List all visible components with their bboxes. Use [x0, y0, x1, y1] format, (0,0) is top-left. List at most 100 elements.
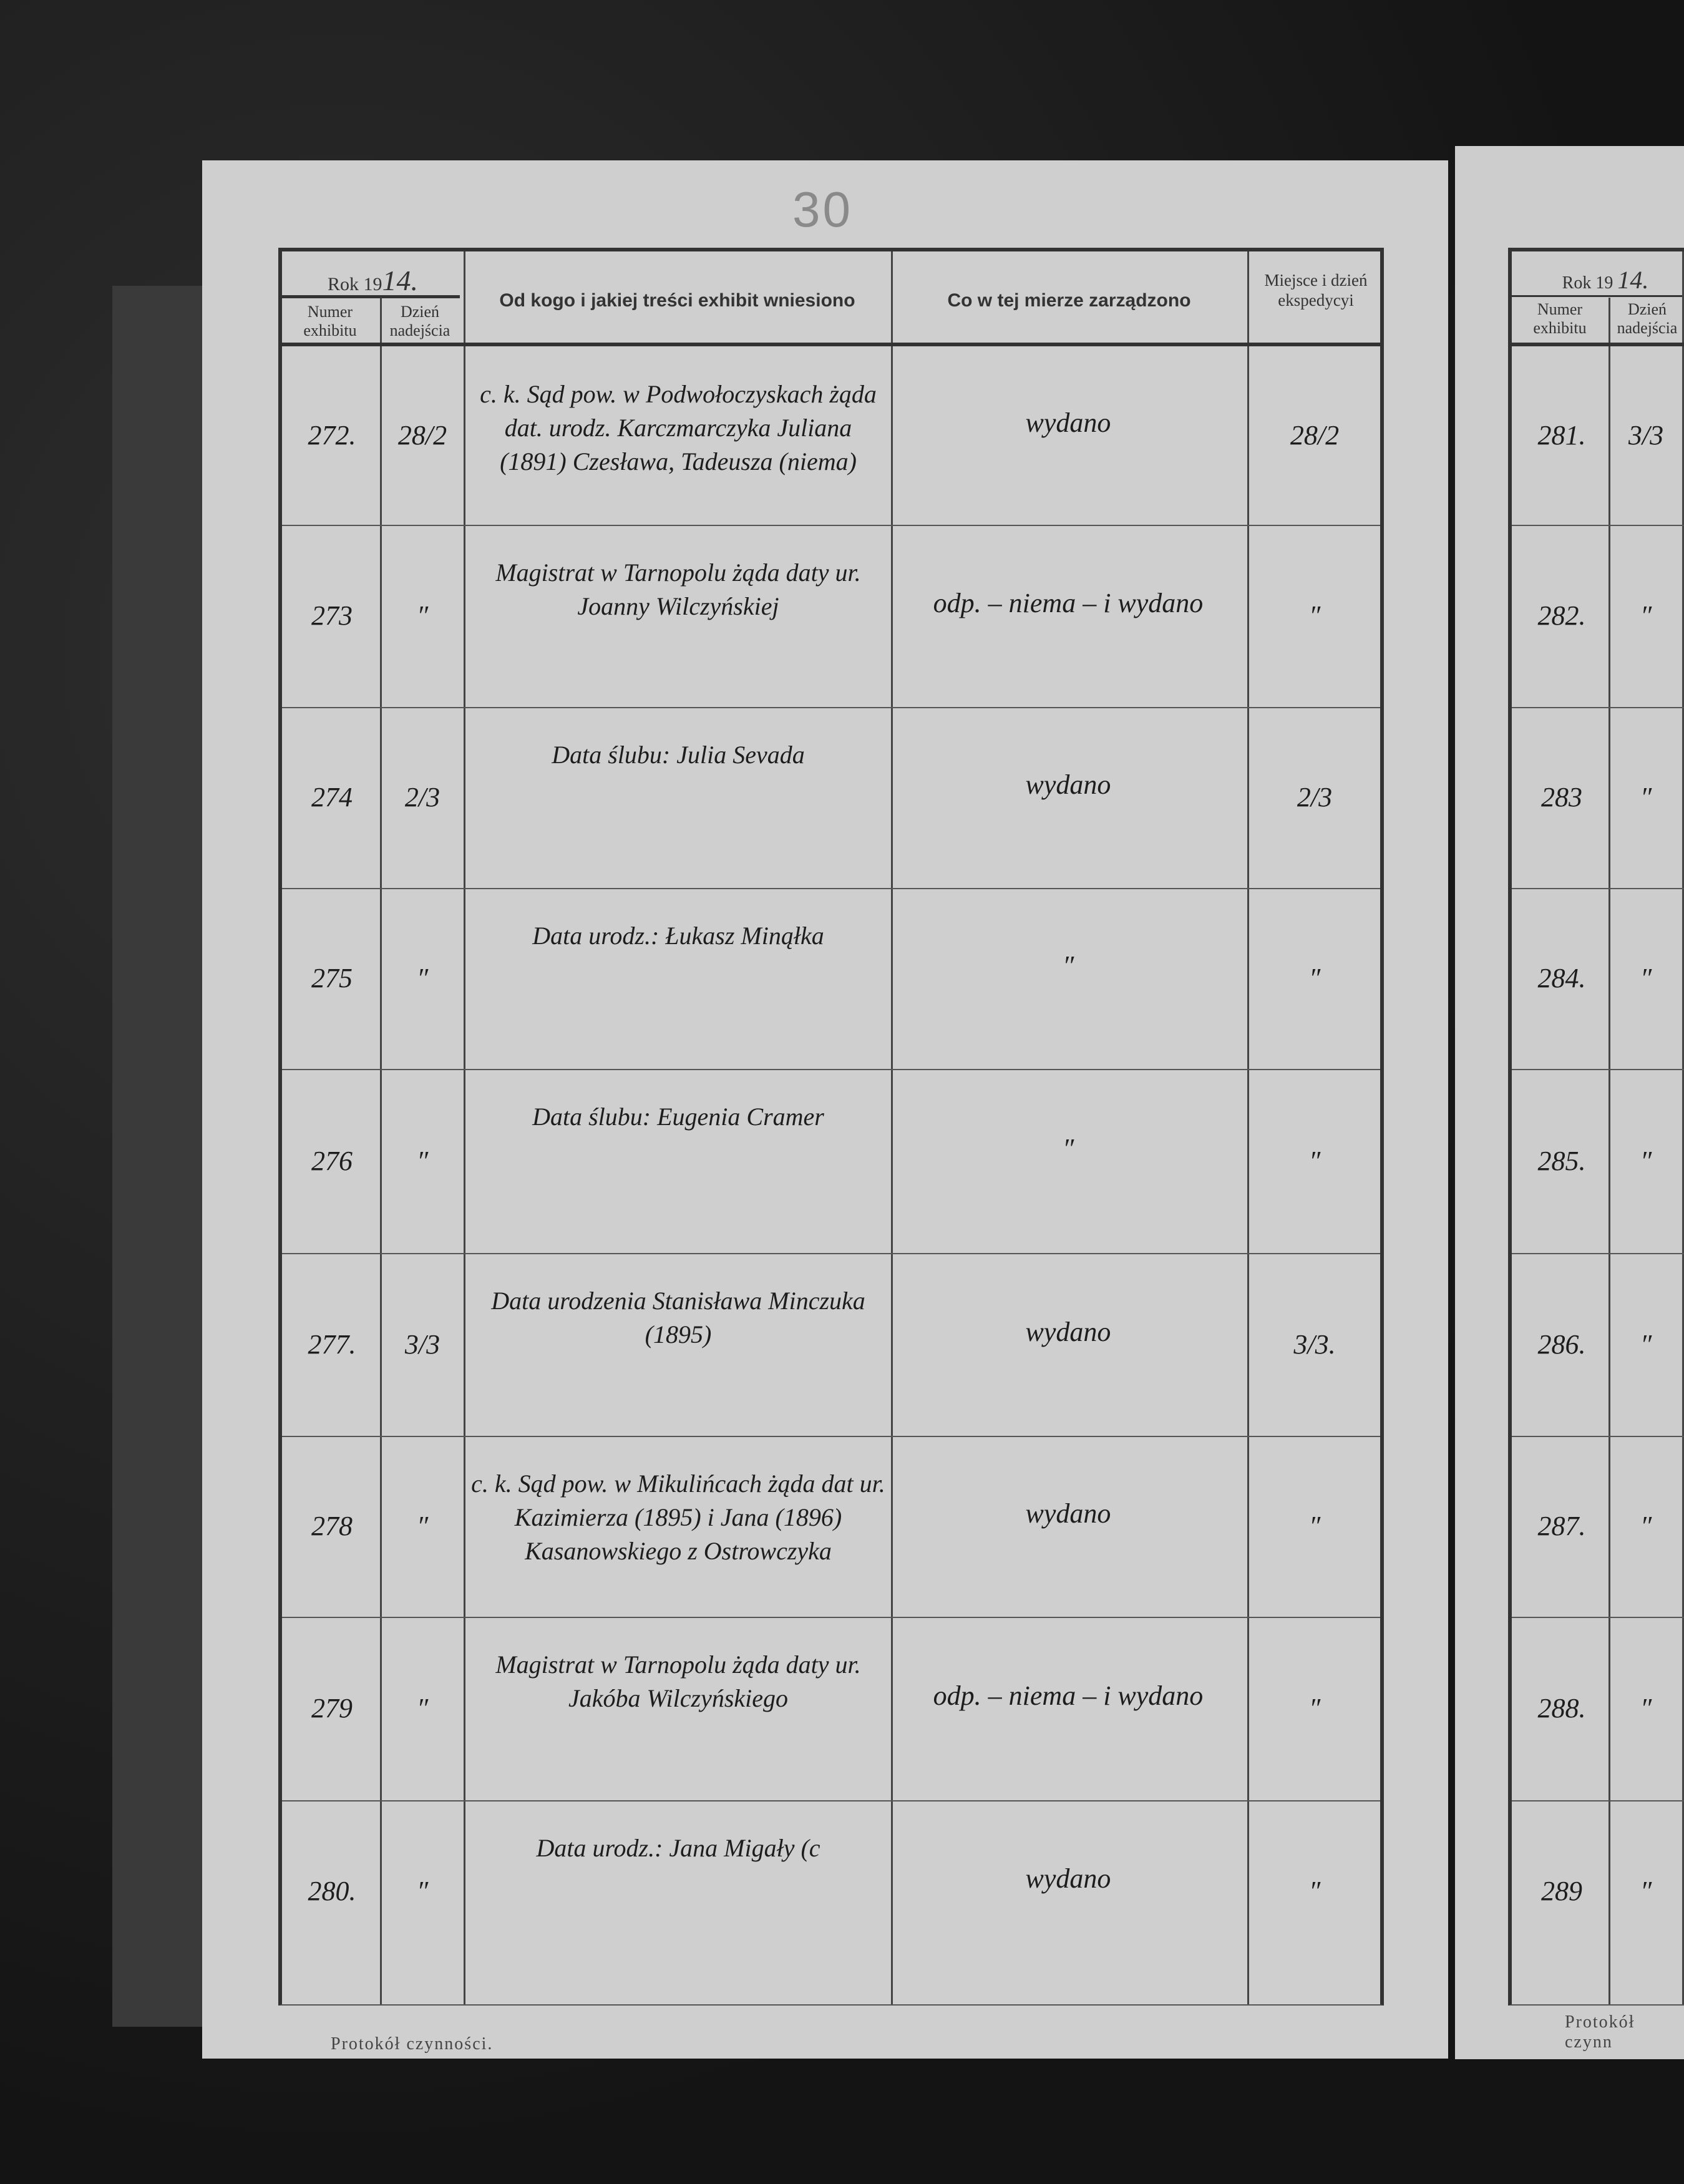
row-rule [1512, 707, 1684, 708]
row-rule [1512, 525, 1684, 526]
arrival-date: ″ [1640, 1145, 1652, 1176]
arrival-date: ″ [1640, 963, 1652, 993]
right-page [1455, 146, 1684, 2059]
action-taken: wydano [1025, 1863, 1111, 1894]
action-taken: ″ [1062, 950, 1074, 981]
arrival-date: ″ [416, 1693, 429, 1723]
row-rule [282, 1253, 1380, 1254]
arrival-date: 2/3 [404, 782, 440, 812]
exhibit-number: 283 [1541, 782, 1582, 812]
arrival-date: ″ [1640, 600, 1652, 631]
exhibit-number: 287. [1537, 1511, 1586, 1541]
arrival-date: ″ [416, 963, 429, 993]
action-taken: odp. – niema – i wydano [933, 588, 1204, 618]
dispatch-date: ″ [1308, 1693, 1321, 1723]
header-rule [282, 343, 1380, 346]
row-rule [1512, 1436, 1684, 1437]
divider [1247, 251, 1249, 2004]
arrival-date: ″ [1640, 1328, 1652, 1360]
entry-content: Magistrat w Tarnopolu żąda daty ur. Joan… [495, 558, 861, 620]
arrival-date: ″ [1640, 1511, 1652, 1541]
dispatch-date: 3/3. [1293, 1328, 1336, 1360]
header-miejsce: Miejsce i dzień ekspedycyi [1264, 271, 1368, 310]
arrival-date: ″ [1640, 1693, 1652, 1723]
entry-content: Data urodz.: Łukasz Minąłka [532, 922, 824, 950]
year-cell: Rok 1914. [282, 264, 464, 297]
entry-content: c. k. Sąd pow. w Mikulińcach żąda dat ur… [471, 1470, 885, 1565]
divider [1682, 251, 1684, 2004]
action-taken: wydano [1025, 1498, 1111, 1529]
dispatch-date: ″ [1308, 963, 1321, 993]
folio-number: 30 [792, 182, 853, 237]
arrival-date: ″ [1640, 1875, 1652, 1906]
row-rule [1512, 1253, 1684, 1254]
dispatch-date: ″ [1308, 1511, 1321, 1541]
left-page [202, 160, 1448, 2059]
header-od-kogo: Od kogo i jakiej treści exhibit wniesion… [499, 290, 855, 311]
exhibit-number: 276 [311, 1145, 353, 1176]
year-label: Rok 19 [327, 274, 382, 295]
row-rule [1512, 888, 1684, 889]
divider [891, 251, 893, 2004]
row-rule [282, 525, 1380, 526]
dispatch-date: ″ [1308, 1145, 1321, 1176]
register-table-right: Rok 19 14. Numer exhibitu Dzień nadejści… [1508, 248, 1684, 2006]
exhibit-number: 275 [311, 963, 353, 993]
year-value: 14. [1617, 266, 1649, 294]
row-rule [282, 1069, 1380, 1070]
arrival-date: ″ [1640, 782, 1652, 812]
arrival-date: 28/2 [397, 420, 447, 451]
header-numer: Numer exhibitu [303, 303, 357, 339]
action-taken: wydano [1025, 1316, 1111, 1347]
entry-content: c. k. Sąd pow. w Podwołoczyskach żąda da… [480, 380, 877, 475]
page-footer: Protokół czynności. [331, 2034, 494, 2054]
row-rule [282, 1800, 1380, 1801]
header-dzien: Dzień nadejścia [389, 303, 450, 339]
arrival-date: ″ [416, 1875, 429, 1906]
exhibit-number: 285. [1537, 1145, 1586, 1176]
year-value: 14. [382, 265, 419, 296]
entry-content: Data urodzenia Stanisława Minczuka (1895… [491, 1287, 865, 1348]
header-co: Co w tej mierze zarządzono [947, 290, 1191, 311]
entry-content: Magistrat w Tarnopolu żąda daty ur. Jakó… [495, 1650, 861, 1712]
row-rule [282, 1436, 1380, 1437]
exhibit-number: 284. [1537, 963, 1586, 993]
row-rule [1512, 1617, 1684, 1618]
row-rule [1512, 1069, 1684, 1070]
exhibit-number: 288. [1537, 1693, 1586, 1723]
action-taken: wydano [1025, 407, 1111, 438]
divider [464, 251, 465, 2004]
year-cell: Rok 19 14. [1512, 265, 1684, 295]
header-dzien: Dzień nadejścia [1617, 300, 1678, 337]
dispatch-date: ″ [1308, 600, 1321, 631]
dispatch-date: ″ [1308, 1875, 1321, 1906]
arrival-date: ″ [416, 1145, 429, 1176]
entry-content: Data ślubu: Julia Sevada [552, 741, 805, 769]
year-label: Rok 19 [1562, 273, 1613, 293]
entry-content: Data ślubu: Eugenia Cramer [532, 1103, 824, 1131]
row-rule [282, 707, 1380, 708]
register-table-left: Rok 1914. Numer exhibitu Dzień nadejścia… [278, 248, 1384, 2006]
arrival-date: ″ [416, 1511, 429, 1541]
exhibit-number: 274 [311, 782, 353, 812]
dispatch-date: 2/3 [1297, 782, 1333, 812]
divider [380, 298, 382, 2004]
exhibit-number: 281. [1537, 420, 1586, 451]
exhibit-number: 278 [311, 1511, 353, 1541]
exhibit-number: 289 [1541, 1875, 1582, 1906]
dispatch-date: 28/2 [1290, 420, 1340, 451]
header-numer: Numer exhibitu [1533, 300, 1587, 337]
arrival-date: 3/3 [1628, 420, 1664, 451]
row-rule [1512, 1800, 1684, 1801]
row-rule [282, 1617, 1380, 1618]
exhibit-number: 282. [1537, 600, 1586, 631]
page-footer: Protokół czynn [1565, 2012, 1635, 2052]
divider [1609, 298, 1610, 2004]
exhibit-number: 286. [1537, 1328, 1586, 1360]
header-rule [1512, 343, 1684, 346]
row-rule [282, 888, 1380, 889]
book-edge [112, 286, 212, 2027]
action-taken: ″ [1062, 1133, 1074, 1164]
exhibit-number: 277. [308, 1328, 356, 1360]
exhibit-number: 273 [311, 600, 353, 631]
